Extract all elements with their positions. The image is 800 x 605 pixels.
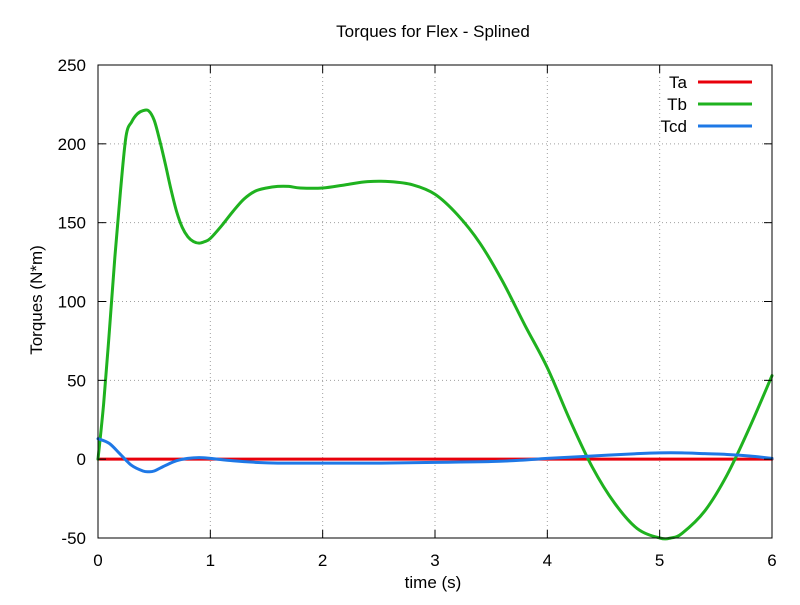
x-tick-label: 4 [543,551,552,570]
y-tick-label: 100 [58,293,86,312]
y-axis-label: Torques (N*m) [27,245,46,355]
y-tick-label: 50 [67,371,86,390]
x-tick-label: 0 [93,551,102,570]
y-tick-label: 250 [58,56,86,75]
x-tick-label: 6 [767,551,776,570]
legend-label-tcd: Tcd [661,117,687,136]
y-tick-label: 150 [58,214,86,233]
legend-label-tb: Tb [667,95,687,114]
series-lines [96,108,774,541]
legend: Ta Tb Tcd [661,73,752,136]
y-tick-label: 200 [58,135,86,154]
series-line-tcd [96,437,774,474]
x-tick-label: 1 [206,551,215,570]
y-tick-label: 0 [77,450,86,469]
x-axis-label: time (s) [405,573,462,592]
series-line-tb [96,108,774,541]
x-tick-label: 3 [430,551,439,570]
legend-label-ta: Ta [669,73,688,92]
x-tick-label: 2 [318,551,327,570]
axis-ticks: 0 1 2 3 4 5 6 -50 0 50 100 150 200 250 [58,56,777,570]
x-tick-label: 5 [655,551,664,570]
chart-title: Torques for Flex - Splined [336,22,530,41]
y-tick-label: -50 [61,529,86,548]
